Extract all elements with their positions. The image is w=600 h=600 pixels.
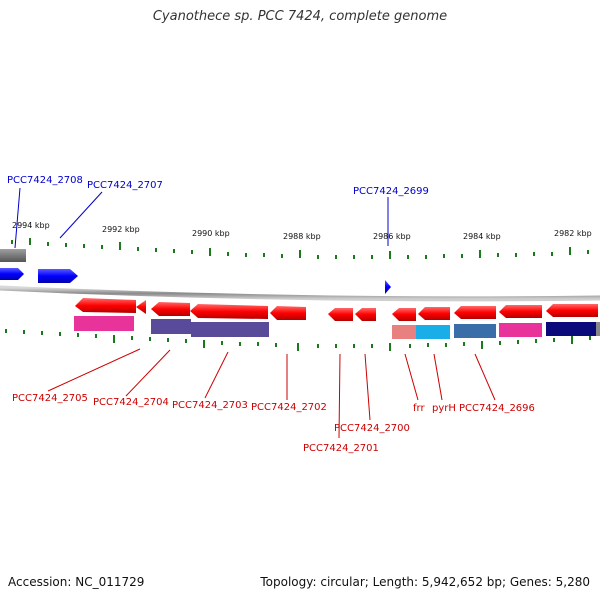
feature-gray-forward[interactable] [0, 249, 26, 262]
gene-pcc7424-2705[interactable] [75, 298, 136, 313]
label-pcc7424-2699[interactable]: PCC7424_2699 [353, 186, 429, 197]
gene-small-1[interactable] [136, 300, 146, 314]
gene-reverse-11[interactable] [546, 304, 598, 317]
gene-pcc7424-2696[interactable] [454, 306, 496, 319]
gene-pcc7424-2702[interactable] [270, 306, 306, 320]
block-gray[interactable] [596, 322, 600, 336]
label-pcc7424-2696[interactable]: PCC7424_2696 [459, 403, 535, 414]
gene-pcc7424-2700[interactable] [355, 308, 376, 321]
block-cyan[interactable] [416, 325, 450, 339]
tick-label-2992: 2992 kbp [102, 225, 140, 234]
tick-label-2984: 2984 kbp [463, 232, 501, 241]
label-pyrH[interactable]: pyrH [432, 403, 456, 414]
gene-pcc7424-2701[interactable] [328, 308, 353, 321]
genome-backbone [0, 285, 600, 302]
accession-text: Accession: NC_011729 [8, 575, 145, 589]
label-pcc7424-2701[interactable]: PCC7424_2701 [303, 443, 379, 454]
block-navy[interactable] [546, 322, 596, 336]
tick-label-2990: 2990 kbp [192, 229, 230, 238]
block-salmon[interactable] [392, 325, 416, 339]
label-pcc7424-2705[interactable]: PCC7424_2705 [12, 393, 88, 404]
gene-reverse-10[interactable] [499, 305, 542, 318]
tick-label-2994: 2994 kbp [12, 221, 50, 230]
map-title: Cyanothece sp. PCC 7424, complete genome [152, 9, 448, 24]
feature-pcc7424-2699[interactable] [385, 280, 391, 294]
block-magenta-2[interactable] [499, 323, 542, 337]
genome-stats-text: Topology: circular; Length: 5,942,652 bp… [260, 575, 590, 589]
label-pcc7424-2704[interactable]: PCC7424_2704 [93, 397, 169, 408]
block-magenta-1[interactable] [74, 316, 134, 331]
gene-pyrH[interactable] [418, 307, 450, 320]
block-purple-1[interactable] [151, 319, 191, 334]
label-pcc7424-2700[interactable]: PCC7424_2700 [334, 423, 410, 434]
label-frr[interactable]: frr [413, 403, 425, 414]
label-pcc7424-2703[interactable]: PCC7424_2703 [172, 400, 248, 411]
gene-frr[interactable] [392, 308, 416, 321]
tick-label-2986: 2986 kbp [373, 232, 411, 241]
outer-ticks [11, 238, 589, 259]
tick-label-2988: 2988 kbp [283, 232, 321, 241]
block-purple-2[interactable] [191, 322, 269, 337]
feature-pcc7424-2707[interactable] [38, 269, 78, 283]
tick-label-2982: 2982 kbp [554, 229, 592, 238]
label-pcc7424-2702[interactable]: PCC7424_2702 [251, 402, 327, 413]
gene-pcc7424-2704[interactable] [151, 302, 190, 316]
forward-leader-lines [14, 187, 389, 249]
gene-pcc7424-2703[interactable] [190, 304, 268, 319]
feature-forward-1[interactable] [0, 268, 24, 280]
block-steelblue[interactable] [454, 324, 496, 338]
inner-ticks [5, 329, 591, 351]
label-pcc7424-2707[interactable]: PCC7424_2707 [87, 180, 163, 191]
reverse-leader-lines [47, 348, 496, 439]
label-pcc7424-2708[interactable]: PCC7424_2708 [7, 175, 83, 186]
